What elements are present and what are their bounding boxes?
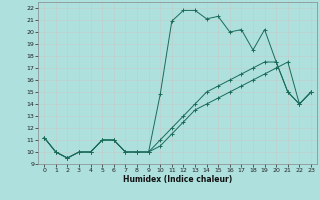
X-axis label: Humidex (Indice chaleur): Humidex (Indice chaleur) xyxy=(123,175,232,184)
